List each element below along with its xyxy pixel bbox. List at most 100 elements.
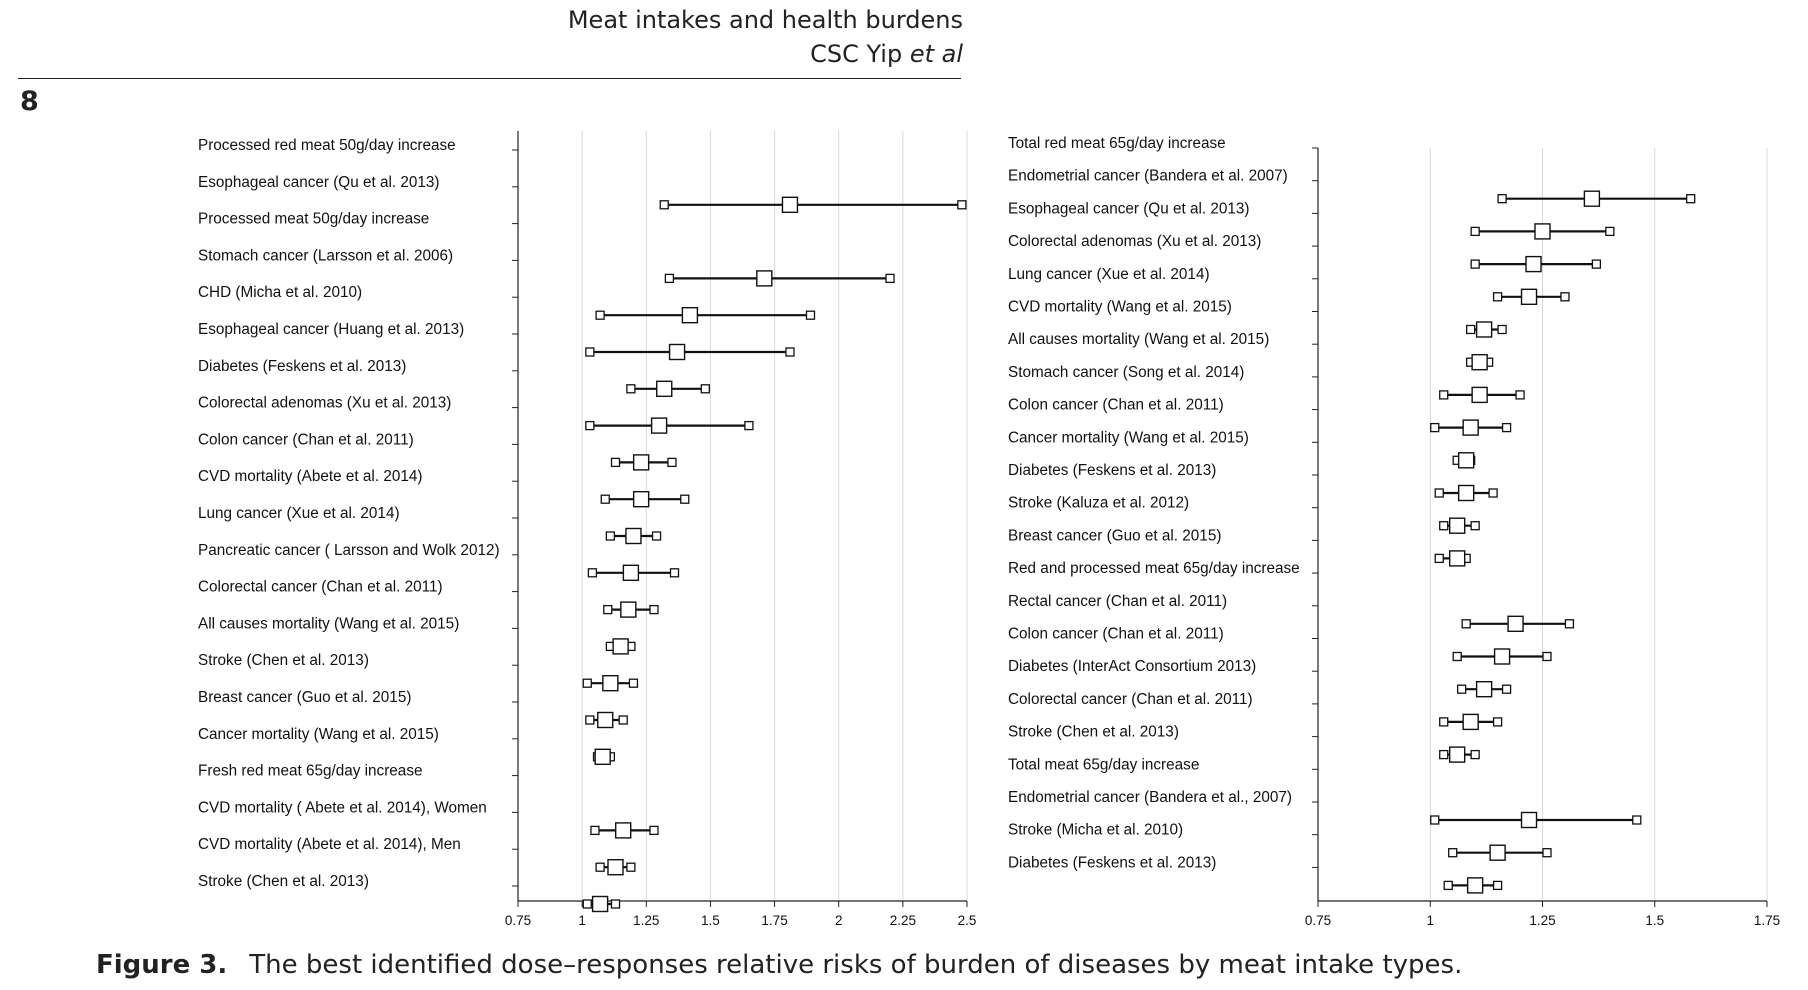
point-estimate-marker	[668, 343, 686, 361]
ci-lower-marker	[1470, 226, 1480, 237]
study-label: Stroke (Micha et al. 2010)	[1008, 822, 1183, 839]
study-label: Stroke (Chen et al. 2013)	[1008, 724, 1179, 741]
ci-lower-marker	[600, 494, 610, 504]
study-label: Endometrial cancer (Bandera et al., 2007…	[1008, 789, 1292, 806]
ci-upper-marker	[805, 310, 816, 320]
study-label: Cancer mortality (Wang et al. 2015)	[198, 726, 439, 743]
ci-upper-marker	[1591, 259, 1602, 269]
study-label: All causes mortality (Wang et al. 2015)	[198, 615, 459, 632]
ci-upper-marker	[1501, 684, 1512, 694]
x-tick-label: 1.25	[633, 913, 659, 928]
group-header-label: Processed meat 50g/day increase	[198, 211, 429, 228]
point-estimate-marker	[620, 601, 637, 618]
ci-lower-marker	[582, 899, 592, 909]
ci-lower-marker	[605, 531, 616, 541]
study-label: Esophageal cancer (Huang et al. 2013)	[198, 321, 464, 338]
authors-etal: et al	[909, 40, 963, 68]
ci-lower-marker	[659, 200, 669, 210]
running-header-title: Meat intakes and health burdens	[567, 6, 963, 34]
ci-lower-marker	[603, 604, 613, 615]
x-tick-label: 2	[835, 913, 843, 928]
study-label: CVD mortality ( Abete et al. 2014), Wome…	[198, 799, 487, 816]
study-label: Colon cancer (Chan et al. 2011)	[198, 431, 414, 448]
point-estimate-marker	[622, 564, 640, 581]
ci-upper-marker	[885, 273, 895, 284]
study-label: Colorectal cancer (Chan et al. 2011)	[198, 579, 443, 596]
point-estimate-marker	[1462, 713, 1479, 731]
study-label: Endometrial cancer (Bandera et al. 2007)	[1008, 168, 1288, 185]
group-header-label: Total meat 65g/day increase	[1008, 756, 1199, 773]
study-label: Diabetes (InterAct Consortium 2013)	[1008, 658, 1256, 675]
study-label: Colorectal cancer (Chan et al. 2011)	[1008, 691, 1253, 708]
authors-main: CSC Yip	[810, 40, 910, 68]
ci-upper-marker	[1542, 848, 1552, 858]
x-tick-label: 1	[578, 913, 586, 928]
study-label: Colorectal adenomas (Xu et al. 2013)	[1008, 233, 1261, 250]
point-estimate-marker	[1520, 811, 1538, 829]
study-label: CVD mortality (Wang et al. 2015)	[1008, 299, 1232, 316]
point-estimate-marker	[607, 859, 624, 876]
point-estimate-marker	[1457, 452, 1475, 469]
ci-upper-marker	[649, 604, 659, 615]
study-label: CHD (Micha et al. 2010)	[198, 284, 362, 301]
ci-upper-marker	[1492, 880, 1503, 891]
ci-lower-marker	[1439, 390, 1449, 400]
study-label: Lung cancer (Xue et al. 2014)	[198, 505, 400, 522]
point-estimate-marker	[1493, 648, 1511, 665]
ci-upper-marker	[1488, 488, 1498, 498]
x-tick-label: 2.5	[958, 913, 977, 928]
ci-upper-marker	[1686, 194, 1696, 204]
study-label: Pancreatic cancer ( Larsson and Wolk 201…	[198, 542, 500, 559]
study-label: Diabetes (Feskens et al. 2013)	[198, 358, 406, 375]
point-estimate-marker	[1471, 386, 1488, 404]
point-estimate-marker	[1475, 681, 1493, 698]
figure-caption: Figure 3. The best identified dose–respon…	[96, 950, 1462, 980]
point-estimate-marker	[1462, 419, 1479, 436]
ci-lower-marker	[585, 347, 595, 357]
study-label: Colon cancer (Chan et al. 2011)	[1008, 626, 1224, 643]
ci-upper-marker	[744, 420, 754, 431]
point-estimate-marker	[591, 895, 609, 913]
group-header-label: Processed red meat 50g/day increase	[198, 137, 456, 154]
x-tick-label: 0.75	[505, 913, 531, 928]
ci-lower-marker	[1430, 422, 1440, 433]
ci-lower-marker	[1434, 553, 1444, 564]
ci-upper-marker	[1564, 619, 1575, 629]
ci-upper-marker	[1470, 521, 1480, 531]
ci-upper-marker	[1470, 749, 1480, 760]
caption-label: Figure 3.	[96, 950, 228, 980]
running-header-authors: CSC Yip et al	[810, 40, 963, 68]
caption-text: The best identified dose–responses relat…	[249, 950, 1463, 980]
header-rule	[18, 78, 961, 79]
page-number: 8	[20, 86, 39, 117]
ci-lower-marker	[1497, 194, 1507, 204]
study-label: Diabetes (Feskens et al. 2013)	[1008, 854, 1216, 871]
ci-lower-marker	[1430, 815, 1440, 825]
ci-upper-marker	[669, 568, 680, 578]
x-tick-label: 1.5	[701, 913, 720, 928]
study-label: Stroke (Chen et al. 2013)	[198, 652, 369, 669]
group-header-label: Total red meat 65g/day increase	[1008, 135, 1226, 152]
ci-lower-marker	[610, 457, 621, 468]
point-estimate-marker	[1471, 354, 1488, 371]
study-label: Esophageal cancer (Qu et al. 2013)	[1008, 200, 1250, 217]
ci-lower-marker	[1457, 684, 1467, 694]
ci-lower-marker	[587, 568, 598, 578]
point-estimate-marker	[1507, 615, 1524, 632]
point-estimate-marker	[1448, 517, 1466, 534]
ci-upper-marker	[957, 200, 967, 210]
study-label: Stroke (Kaluza et al. 2012)	[1008, 495, 1189, 512]
ci-lower-marker	[1461, 619, 1471, 629]
ci-upper-marker	[667, 457, 677, 468]
ci-lower-marker	[1470, 259, 1480, 269]
ci-upper-marker	[626, 862, 636, 872]
study-label: Breast cancer (Guo et al. 2015)	[1008, 527, 1221, 544]
point-estimate-marker	[1475, 321, 1493, 338]
forest-plot-right: 0.75 1 1.25 1.5 1.75 Total red meat 65g/day i…	[1008, 135, 1780, 928]
point-estimate-marker	[597, 711, 614, 729]
study-label: Stomach cancer (Song et al. 2014)	[1008, 364, 1244, 381]
ci-upper-marker	[1560, 292, 1570, 302]
x-tick-label: 0.75	[1305, 913, 1331, 928]
study-label: Cancer mortality (Wang et al. 2015)	[1008, 429, 1249, 446]
point-estimate-marker	[1448, 746, 1466, 763]
